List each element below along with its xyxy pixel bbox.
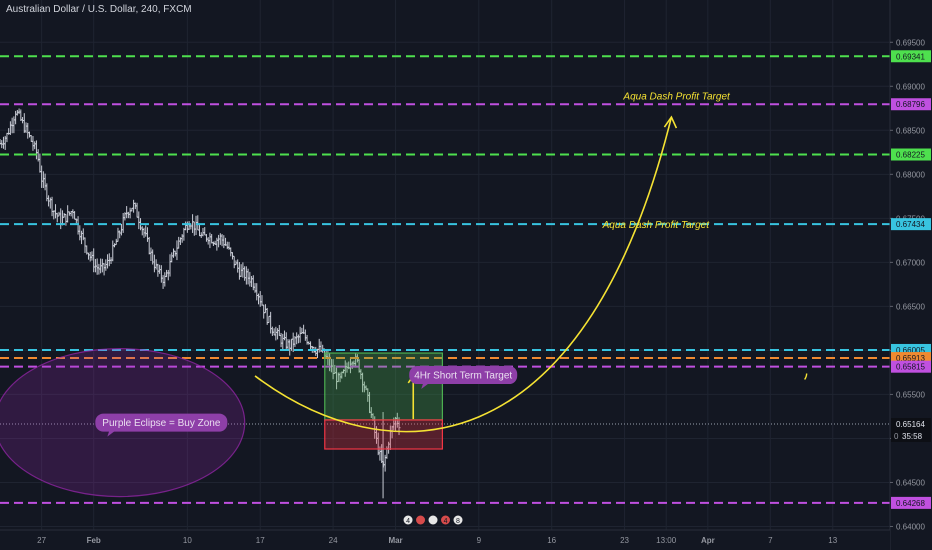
level-badge <box>891 496 931 509</box>
annotation-tail <box>107 430 116 437</box>
level-badge-label: 0.68796 <box>896 100 925 109</box>
countdown-badge <box>891 430 931 442</box>
time-tick-label: 13 <box>828 536 837 545</box>
last-price-badge <box>891 418 931 430</box>
annotation-text: 4Hr Short Term Target <box>414 371 512 382</box>
level-badge <box>891 50 931 63</box>
level-badge <box>891 98 931 111</box>
time-tick-label: 16 <box>547 536 556 545</box>
price-tick-label: 0.68000 <box>896 170 925 179</box>
time-tick-label: Mar <box>388 536 402 545</box>
event-badge-label: 4 <box>444 518 448 525</box>
event-badge-label: 8 <box>456 518 460 525</box>
annotation-tail <box>421 383 430 390</box>
partial-price-label: 0 <box>894 432 899 441</box>
time-tick-label: Feb <box>87 536 101 545</box>
price-tick-label: 0.65500 <box>896 390 925 399</box>
annotation-text: Aqua Dash Profit Target <box>602 220 711 231</box>
event-badge <box>440 514 452 526</box>
event-badge <box>427 514 439 526</box>
stray-mark <box>804 373 808 380</box>
level-badge <box>891 218 931 231</box>
price-tick-label: 0.64500 <box>896 478 925 487</box>
level-badge-label: 0.65815 <box>896 363 925 372</box>
time-tick-label: 13:00 <box>656 536 677 545</box>
event-badge-label: 4 <box>406 518 410 525</box>
curve-arrowhead <box>663 115 678 129</box>
level-badge-label: 0.68225 <box>896 151 925 160</box>
time-tick-label: 9 <box>477 536 482 545</box>
chart-title: Australian Dollar / U.S. Dollar, 240, FX… <box>6 4 192 15</box>
time-tick-label: 17 <box>256 536 265 545</box>
level-badge <box>891 148 931 161</box>
annotation-text: Purple Eclipse = Buy Zone <box>102 418 221 429</box>
event-badge <box>402 514 414 526</box>
stop-zone <box>324 419 443 450</box>
price-tick-label: 0.68500 <box>896 126 925 135</box>
annotation-bubble <box>409 366 518 385</box>
price-axis-bg <box>890 0 932 550</box>
price-tick-label: 0.64000 <box>896 522 925 531</box>
level-badge-label: 0.66005 <box>896 346 925 355</box>
drawings: Purple Eclipse = Buy Zone 4Hr Short Term … <box>95 91 808 526</box>
level-badge-label: 0.67434 <box>896 220 925 229</box>
price-tick-label: 0.69000 <box>896 82 925 91</box>
event-badge <box>452 514 464 526</box>
price-tick-label: 0.69500 <box>896 38 925 47</box>
projection-curve <box>254 116 673 433</box>
time-tick-label: 24 <box>329 536 338 545</box>
price-tick-label: 0.66500 <box>896 302 925 311</box>
time-tick-label: Apr <box>701 536 715 545</box>
time-tick-label: 10 <box>183 536 192 545</box>
level-badge <box>891 360 931 373</box>
time-tick-label: 27 <box>37 536 46 545</box>
candles <box>0 108 401 499</box>
annotation-text: Aqua Dash Profit Target <box>622 91 731 102</box>
time-axis-bg <box>0 530 890 550</box>
last-price-label: 0.65164 <box>896 420 925 429</box>
annotation-bubble <box>95 413 228 432</box>
event-badge <box>415 514 427 526</box>
price-axis[interactable]: 0.695000.690000.685000.680000.675000.670… <box>889 0 932 550</box>
time-tick-label: 23 <box>620 536 629 545</box>
level-badge-label: 0.64268 <box>896 499 925 508</box>
price-tick-label: 0.67000 <box>896 258 925 267</box>
time-axis[interactable]: 27 Feb 10 17 24 Mar 9 16 23 13:00 Apr 7 13 <box>0 529 890 550</box>
countdown-label: 35:58 <box>902 432 923 441</box>
target-zone <box>324 352 443 421</box>
level-badge-label: 0.69341 <box>896 52 925 61</box>
time-tick-label: 7 <box>768 536 773 545</box>
level-badge-label: 0.65913 <box>896 354 925 363</box>
